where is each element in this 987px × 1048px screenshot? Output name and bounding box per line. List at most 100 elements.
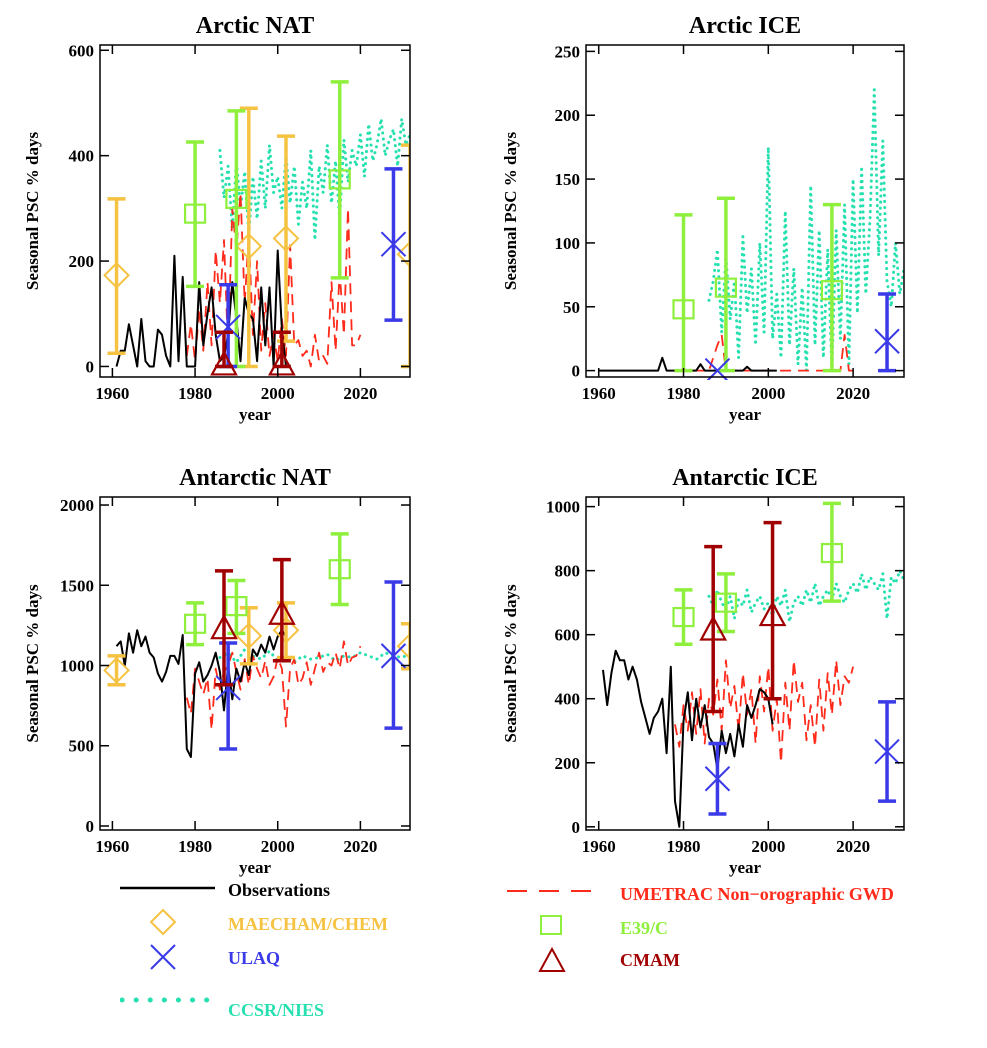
cmam-triangle-marker <box>210 613 238 640</box>
y-tick-label: 50 <box>563 298 580 317</box>
y-axis-label: Seasonal PSC % days <box>501 132 520 291</box>
cmam-triangle-marker <box>268 350 296 376</box>
ulaq-cross-marker <box>704 766 731 792</box>
x-tick-label: 1960 <box>582 837 616 856</box>
umetrac-series-line <box>185 191 362 368</box>
plot-area <box>103 532 410 758</box>
y-tick-label: 400 <box>555 690 581 709</box>
maecham-diamond-marker <box>396 240 410 268</box>
x-tick-label: 2000 <box>751 384 785 403</box>
y-axis-label: Seasonal PSC % days <box>23 132 42 291</box>
e39c-square-marker <box>714 592 738 613</box>
plot-frame <box>585 44 905 378</box>
e39c-square-marker <box>183 613 207 634</box>
y-tick-label: 2000 <box>60 496 94 515</box>
ulaq-cross-marker <box>706 357 731 380</box>
y-tick-label: 800 <box>555 562 581 581</box>
panel-antarctic-ice: Antarctic ICE 1960 1980 2000 2020 0 200 400 600 8… <box>501 465 905 877</box>
plot-frame <box>99 44 411 378</box>
y-tick-label: 400 <box>69 147 95 166</box>
ccsr-series-line <box>707 88 904 373</box>
y-tick-label: 0 <box>572 362 581 381</box>
y-tick-label: 100 <box>555 234 581 253</box>
ulaq-cross-marker <box>874 328 900 354</box>
observations-series-line <box>115 629 287 758</box>
e39c-square-marker <box>672 606 695 628</box>
umetrac-series-line <box>185 640 362 731</box>
panel-arctic-ice: Arctic ICE 1960 1980 2000 2020 0 50 100 150 200 25… <box>501 13 905 424</box>
e39c-square-marker <box>820 280 844 301</box>
x-tick-label: 1960 <box>95 384 129 403</box>
ulaq-cross-marker <box>215 314 241 340</box>
plot-area <box>598 88 904 380</box>
y-tick-label: 200 <box>555 106 581 125</box>
e39c-square-marker <box>183 203 207 224</box>
plot-frame <box>99 496 411 831</box>
y-axis-label: Seasonal PSC % days <box>501 584 520 743</box>
observations-series-line <box>115 249 287 368</box>
e39c-square-marker <box>820 542 844 564</box>
ccsr-series-line <box>218 117 410 242</box>
maecham-diamond-marker <box>272 616 300 644</box>
x-tick-label: 1980 <box>667 384 701 403</box>
e39c-square-marker <box>672 299 695 320</box>
maecham-diamond-marker <box>235 232 263 260</box>
ulaq-cross-marker <box>380 231 407 257</box>
plot-area <box>103 80 410 376</box>
y-axis-label: Seasonal PSC % days <box>23 584 42 743</box>
cmam-triangle-marker <box>268 599 296 625</box>
e39c-square-marker <box>328 169 351 190</box>
y-tick-label: 1000 <box>60 657 94 676</box>
x-tick-label: 2020 <box>836 384 870 403</box>
maecham-diamond-marker <box>396 632 410 660</box>
observations-series-line <box>602 649 774 828</box>
e39c-square-marker <box>225 188 248 209</box>
y-tick-label: 600 <box>69 41 95 60</box>
x-axis-label: year <box>729 858 762 877</box>
e39c-square-marker <box>225 596 248 617</box>
x-tick-label: 2020 <box>836 837 870 856</box>
x-tick-label: 2000 <box>751 837 785 856</box>
panel-arctic-nat: Arctic NAT 1960 1980 2000 2020 0 200 400 600 year… <box>23 13 411 424</box>
y-tick-label: 600 <box>555 626 581 645</box>
x-axis-label: year <box>239 405 272 424</box>
y-tick-label: 1500 <box>60 576 94 595</box>
panel-title: Arctic ICE <box>689 13 801 39</box>
x-axis-label: year <box>239 858 272 877</box>
y-tick-label: 0 <box>572 818 581 837</box>
cmam-triangle-marker <box>210 350 238 376</box>
panel-title: Antarctic ICE <box>672 465 818 491</box>
y-tick-label: 0 <box>86 817 95 836</box>
y-tick-label: 1000 <box>546 498 580 517</box>
x-tick-label: 2020 <box>343 837 377 856</box>
cmam-triangle-marker <box>699 615 728 641</box>
plot-area <box>602 501 904 828</box>
maecham-diamond-marker <box>103 656 130 684</box>
ulaq-cross-marker <box>874 738 900 765</box>
x-tick-label: 1980 <box>178 384 212 403</box>
e39c-square-marker <box>714 277 738 298</box>
x-axis-label: year <box>729 405 762 424</box>
x-tick-label: 1960 <box>95 837 129 856</box>
cmam-triangle-marker <box>758 600 787 627</box>
y-tick-label: 250 <box>555 42 581 61</box>
panel-title: Arctic NAT <box>196 13 314 39</box>
panel-antarctic-nat: Antarctic NAT 1960 1980 2000 2020 0 500 1000 150… <box>23 465 411 877</box>
ulaq-cross-marker <box>215 675 241 701</box>
y-tick-label: 200 <box>69 252 95 271</box>
umetrac-series-line <box>674 659 854 764</box>
observations-series-line <box>598 356 777 372</box>
x-tick-label: 2020 <box>343 384 377 403</box>
panel-title: Antarctic NAT <box>179 465 331 491</box>
e39c-square-marker <box>328 559 351 580</box>
x-tick-label: 1980 <box>178 837 212 856</box>
maecham-diamond-marker <box>103 261 130 289</box>
y-tick-label: 500 <box>69 737 95 756</box>
ulaq-cross-marker <box>380 643 407 669</box>
y-tick-label: 150 <box>555 170 581 189</box>
plot-frame <box>585 496 905 831</box>
x-tick-label: 2000 <box>261 384 295 403</box>
x-tick-label: 1960 <box>582 384 616 403</box>
x-tick-label: 1980 <box>667 837 701 856</box>
